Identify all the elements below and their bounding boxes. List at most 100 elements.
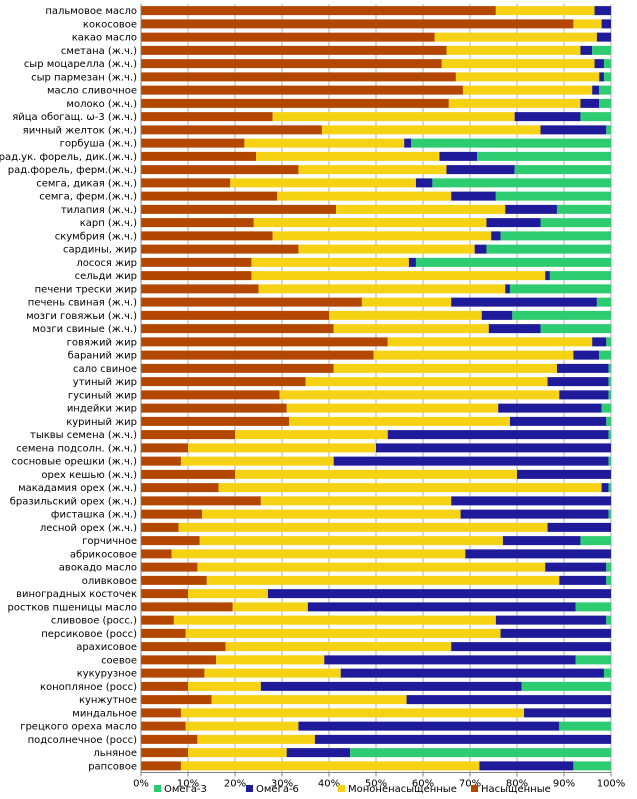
bar-segment-o6 xyxy=(500,628,611,638)
bar-segment-mono xyxy=(188,748,287,758)
bar-segment-mono xyxy=(206,575,560,585)
bar-segment-sat xyxy=(141,668,205,678)
category-label: горчичное xyxy=(82,536,137,547)
x-tick-label: 10% xyxy=(177,779,199,790)
bar-segment-o3 xyxy=(608,509,611,519)
bar-segment-o6 xyxy=(460,509,609,519)
bar-segment-mono xyxy=(279,390,560,400)
category-label: персиковое (росс) xyxy=(41,629,137,640)
bar-segment-mono xyxy=(305,377,548,387)
bar-segment-sat xyxy=(141,125,322,135)
bar-segment-o3 xyxy=(606,615,611,625)
category-label: куриный жир xyxy=(66,417,137,428)
bar-segment-mono xyxy=(180,761,480,771)
bar-segment-sat xyxy=(141,390,280,400)
legend-swatch-o6 xyxy=(246,785,253,792)
bar-segment-mono xyxy=(232,602,308,612)
category-label: лесной орех (ж.ч.) xyxy=(40,523,137,534)
bar-segment-o3 xyxy=(495,191,611,201)
bar-segment-mono xyxy=(373,350,574,360)
category-label: фисташка (ж.ч.) xyxy=(51,510,137,521)
bar-segment-sat xyxy=(141,416,290,426)
bar-segment-mono xyxy=(180,456,334,466)
category-label: тилапия (ж.ч.) xyxy=(61,205,137,216)
bar-segment-mono xyxy=(455,72,600,82)
bar-segment-o6 xyxy=(547,522,611,532)
bar-segment-mono xyxy=(387,337,593,347)
bar-segment-o3 xyxy=(606,562,611,572)
bar-segment-o3 xyxy=(603,59,611,69)
category-label: рад.форель, ферм.(ж.ч.) xyxy=(8,165,137,176)
bar-segment-o3 xyxy=(606,575,611,585)
bar-segment-mono xyxy=(211,695,407,705)
bar-segment-o6 xyxy=(446,165,515,175)
bar-segment-sat xyxy=(141,748,188,758)
legend-swatch-o3 xyxy=(154,785,161,792)
bar-segment-mono xyxy=(258,284,506,294)
bar-segment-o3 xyxy=(575,655,611,665)
bar-segment-sat xyxy=(141,483,219,493)
bar-segment-o6 xyxy=(481,310,513,320)
category-label: скумбрия (ж.ч.) xyxy=(55,231,137,242)
bar-segment-o6 xyxy=(596,32,611,42)
bar-segment-mono xyxy=(185,628,501,638)
category-label: подсолнечное (росс) xyxy=(28,735,138,746)
bar-segment-sat xyxy=(141,509,203,519)
bar-segment-mono xyxy=(188,589,268,599)
bar-segment-sat xyxy=(141,45,447,55)
bar-segment-o6 xyxy=(592,85,600,95)
bar-segment-o3 xyxy=(606,416,611,426)
bar-segment-sat xyxy=(141,615,174,625)
bar-segment-o6 xyxy=(451,642,611,652)
bar-segment-sat xyxy=(141,430,235,440)
bar-segment-mono xyxy=(197,562,546,572)
category-label: льняное xyxy=(93,748,137,759)
bar-segment-sat xyxy=(141,695,212,705)
bar-segment-o6 xyxy=(451,297,597,307)
category-label: соевое xyxy=(101,655,137,666)
category-label: авокадо масло xyxy=(59,563,137,574)
bar-segment-sat xyxy=(141,98,449,108)
bar-segment-sat xyxy=(141,721,186,731)
category-label: сыр пармезан (ж.ч.) xyxy=(31,72,137,83)
category-label: говяжий жир xyxy=(67,337,137,348)
category-label: орех кешью (ж.ч.) xyxy=(41,470,137,481)
bar-segment-o6 xyxy=(267,589,611,599)
category-label: кукурузное xyxy=(77,669,137,680)
bar-segment-o3 xyxy=(606,125,611,135)
bar-segment-o6 xyxy=(376,443,611,453)
bar-segment-o6 xyxy=(545,562,607,572)
bar-segment-o3 xyxy=(411,138,611,148)
category-label: яйца обогащ. ω-3 (ж.ч.) xyxy=(12,112,137,123)
bar-segment-sat xyxy=(141,178,231,188)
bar-segment-mono xyxy=(434,32,597,42)
bar-segment-sat xyxy=(141,72,456,82)
bar-segment-o6 xyxy=(307,602,576,612)
category-label: миндальное xyxy=(72,708,137,719)
bar-segment-o3 xyxy=(606,337,611,347)
bar-segment-sat xyxy=(141,19,574,29)
category-label: яичный желток (ж.ч.) xyxy=(23,125,137,136)
bar-segment-o6 xyxy=(517,469,611,479)
category-label: абрикосовое xyxy=(70,549,137,560)
bar-segment-o3 xyxy=(608,430,611,440)
bar-segment-o6 xyxy=(298,721,560,731)
bar-segment-o3 xyxy=(573,761,611,771)
bar-segment-o6 xyxy=(573,350,600,360)
bar-segment-mono xyxy=(218,483,602,493)
bar-segment-sat xyxy=(141,734,198,744)
bar-segment-o6 xyxy=(451,496,611,506)
category-label: лосося жир xyxy=(76,258,137,269)
bar-segment-o3 xyxy=(415,257,611,267)
bar-segment-o3 xyxy=(575,602,611,612)
bar-segment-o6 xyxy=(406,695,611,705)
bar-segment-sat xyxy=(141,165,299,175)
bar-segment-o6 xyxy=(495,615,607,625)
bar-segment-sat xyxy=(141,575,207,585)
bar-segment-sat xyxy=(141,257,252,267)
bar-segment-o6 xyxy=(514,112,581,122)
category-label: грецкого ореха масло xyxy=(20,722,137,733)
bar-segment-mono xyxy=(244,138,405,148)
bar-segment-sat xyxy=(141,536,200,546)
bar-segment-sat xyxy=(141,151,257,161)
